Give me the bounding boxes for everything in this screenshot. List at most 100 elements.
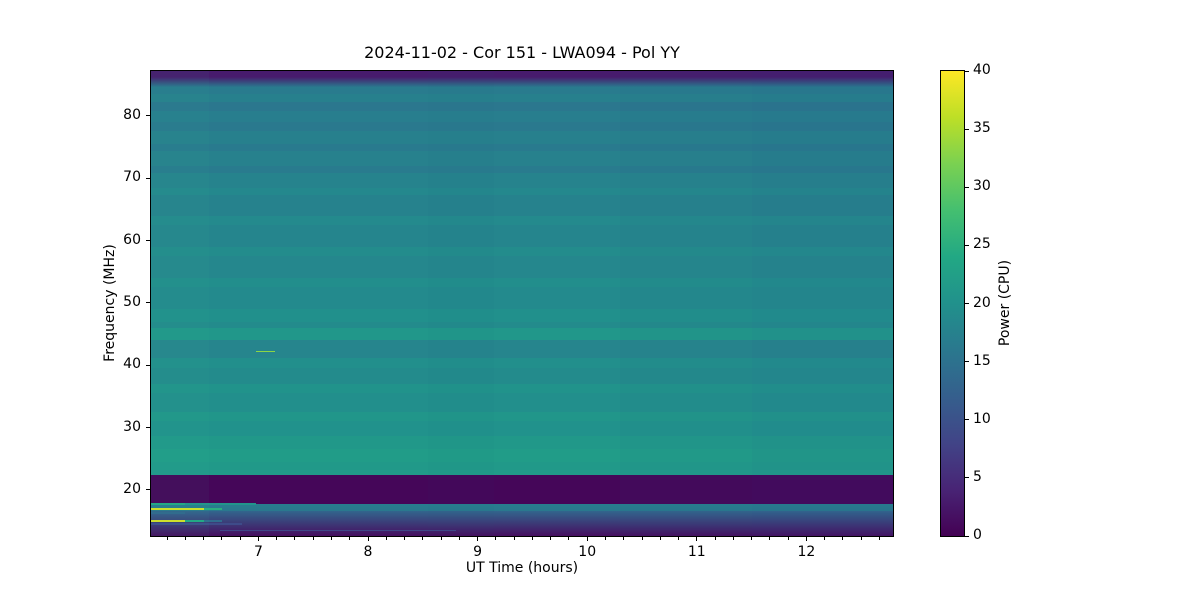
colorbar-tick-label: 30 [973, 178, 991, 195]
heatmap-segment [184, 520, 204, 522]
x-tick-label: 9 [473, 544, 483, 560]
x-minor-tick [330, 537, 332, 540]
heatmap-band [151, 195, 893, 216]
heatmap-band [151, 94, 893, 103]
colorbar-tick-label: 15 [973, 352, 991, 369]
x-minor-tick [678, 537, 680, 540]
x-minor-tick [458, 537, 460, 540]
x-minor-tick [422, 537, 424, 540]
heatmap-segment [184, 502, 257, 506]
heatmap-segment [151, 520, 185, 522]
colorbar-tick-label: 0 [973, 527, 982, 543]
x-tick [586, 537, 588, 541]
heatmap-segment [151, 512, 185, 515]
heatmap-band [151, 187, 893, 196]
x-tick-label: 7 [253, 544, 263, 560]
heatmap-segment [256, 350, 275, 353]
heatmap-band [151, 339, 893, 358]
heatmap-band [151, 224, 893, 247]
y-tick-label: 70 [123, 169, 141, 186]
x-minor-tick [440, 537, 442, 540]
x-tick [805, 537, 807, 541]
x-minor-tick [550, 537, 552, 540]
heatmap-segment [151, 502, 185, 506]
x-tick-label: 11 [687, 544, 706, 560]
heatmap-band [151, 246, 893, 257]
y-tick [146, 364, 150, 366]
x-minor-tick [732, 537, 734, 540]
colorbar-tick [965, 419, 969, 421]
heatmap-band [151, 122, 893, 132]
x-minor-tick [203, 537, 205, 540]
plot-title: 2024-11-02 - Cor 151 - LWA094 - Pol YY [364, 43, 680, 62]
x-minor-tick [276, 537, 278, 540]
x-minor-tick [824, 537, 826, 540]
heatmap-band [151, 165, 893, 174]
y-tick [146, 177, 150, 179]
x-minor-tick [842, 537, 844, 540]
heatmap-band [151, 173, 893, 188]
x-tick-label: 10 [578, 544, 597, 560]
heatmap-band [151, 102, 893, 111]
heatmap-band [151, 461, 893, 475]
x-tick [257, 537, 259, 541]
colorbar-tick-label: 40 [973, 62, 991, 78]
heatmap-band [151, 71, 893, 77]
heatmap-band [151, 287, 893, 310]
colorbar-tick-label: 20 [973, 294, 991, 311]
colorbar-tick [965, 535, 969, 537]
x-minor-tick [166, 537, 168, 540]
x-minor-tick [239, 537, 241, 540]
x-minor-tick [769, 537, 771, 540]
colorbar-tick [965, 128, 969, 130]
colorbar-tick [965, 361, 969, 363]
y-tick-label: 30 [123, 418, 141, 435]
heatmap-band [151, 449, 893, 462]
spectrogram-heatmap [151, 71, 893, 536]
x-tick [696, 537, 698, 541]
x-minor-tick [751, 537, 753, 540]
x-minor-tick [531, 537, 533, 540]
heatmap-band [151, 368, 893, 384]
x-minor-tick [495, 537, 497, 540]
colorbar-tick-label: 35 [973, 120, 991, 137]
heatmap-band [151, 328, 893, 340]
y-tick [146, 115, 150, 117]
colorbar-tick [965, 303, 969, 304]
colorbar-tick [965, 477, 969, 479]
heatmap-band [151, 110, 893, 123]
y-tick-label: 60 [123, 231, 141, 248]
x-minor-tick [623, 537, 625, 540]
x-minor-tick [659, 537, 661, 540]
x-minor-tick [385, 537, 387, 540]
heatmap-segment [203, 520, 223, 522]
x-minor-tick [714, 537, 716, 540]
heatmap-band [151, 503, 893, 512]
y-tick-label: 20 [123, 480, 141, 497]
heatmap-band [151, 151, 893, 166]
x-axis-label: UT Time (hours) [465, 560, 579, 576]
colorbar-tick-label: 5 [973, 468, 982, 485]
heatmap-segment [203, 507, 223, 510]
heatmap-band [151, 383, 893, 394]
heatmap-band [151, 277, 893, 288]
x-tick-label: 12 [797, 544, 816, 560]
heatmap-segment [220, 529, 456, 532]
x-minor-tick [787, 537, 789, 540]
x-tick [477, 537, 479, 541]
y-tick-label: 50 [123, 293, 141, 310]
y-tick [146, 240, 150, 242]
colorbar-tick [965, 186, 969, 188]
x-minor-tick [641, 537, 643, 540]
heatmap-column-shade [151, 71, 210, 536]
x-minor-tick [604, 537, 606, 540]
x-minor-tick [568, 537, 570, 540]
y-tick [146, 302, 150, 304]
y-tick-label: 80 [123, 106, 141, 123]
heatmap-column-shade [428, 71, 494, 536]
x-tick-label: 8 [363, 544, 373, 560]
heatmap-segment [151, 523, 242, 526]
x-minor-tick [878, 537, 880, 540]
x-minor-tick [860, 537, 862, 540]
